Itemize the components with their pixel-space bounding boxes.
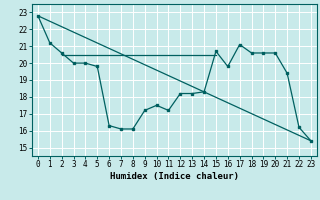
- X-axis label: Humidex (Indice chaleur): Humidex (Indice chaleur): [110, 172, 239, 181]
